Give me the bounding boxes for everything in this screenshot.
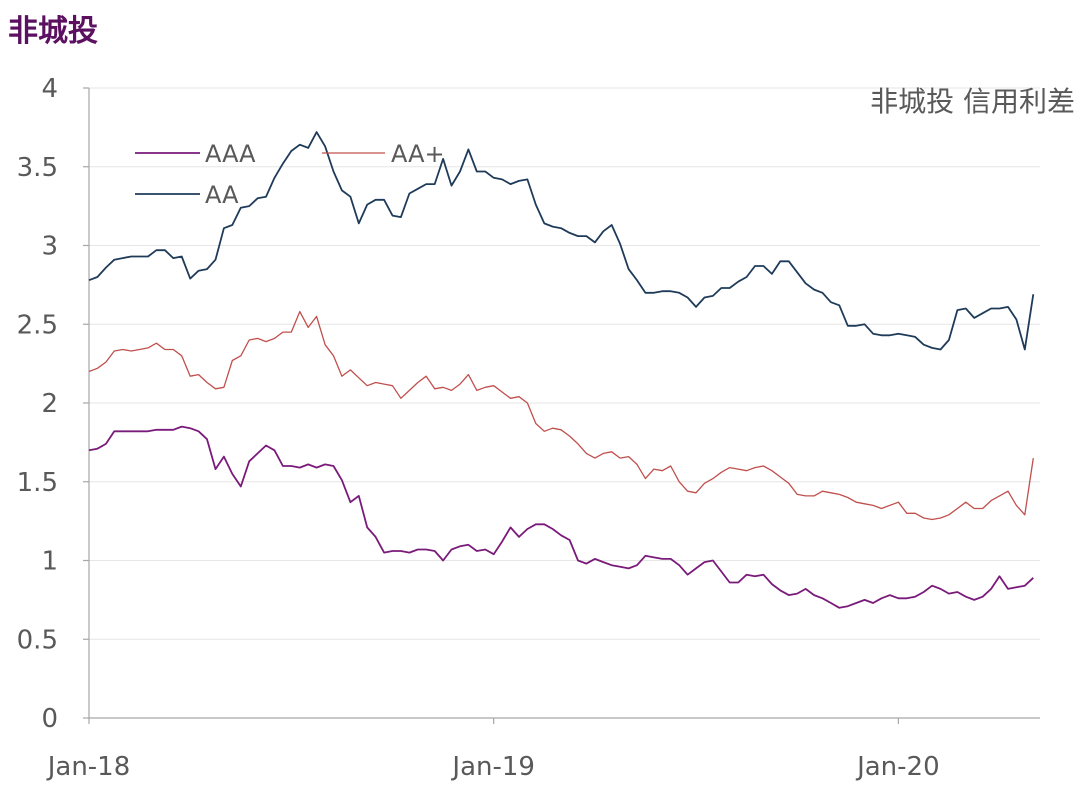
series-lines (88, 131, 1035, 609)
y-tick-label: 1.5 (17, 468, 58, 498)
y-tick-label: 3.5 (17, 153, 58, 183)
y-tick-label: 1 (41, 547, 58, 577)
series-line-aaa (88, 425, 1034, 609)
y-axis-tick-labels: 0 0.5 1 1.5 2 2.5 3 3.5 4 (17, 74, 58, 734)
axes (83, 87, 1040, 724)
series-line-aa (88, 131, 1035, 351)
x-tick-label: Jan-19 (450, 752, 535, 782)
x-axis-tick-labels: Jan-18 Jan-19 Jan-20 (46, 752, 940, 782)
legend-label: AAA (205, 140, 256, 168)
legend: AAA AA+ AA (135, 140, 445, 209)
y-tick-label: 2.5 (17, 310, 58, 340)
x-tick-label: Jan-18 (46, 752, 131, 782)
y-tick-label: 0.5 (17, 625, 58, 655)
legend-label: AA (205, 181, 239, 209)
y-tick-label: 3 (41, 232, 58, 262)
y-tick-label: 4 (41, 74, 58, 104)
chart-annotation: 非城投 信用利差 (870, 85, 1075, 118)
page-title: 非城投 (8, 14, 98, 49)
series-line-aa-plus (88, 310, 1034, 521)
y-tick-label: 2 (41, 389, 58, 419)
x-tick-label: Jan-20 (855, 752, 940, 782)
gridlines (89, 87, 1040, 640)
legend-label: AA+ (391, 140, 445, 168)
y-tick-label: 0 (41, 704, 58, 734)
